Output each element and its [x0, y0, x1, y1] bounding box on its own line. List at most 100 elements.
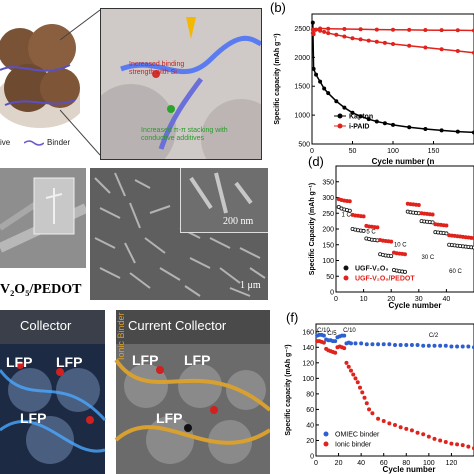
data-point — [364, 342, 369, 347]
data-point — [391, 42, 396, 47]
data-point — [460, 344, 465, 349]
data-point — [449, 441, 454, 446]
data-point — [342, 34, 347, 39]
data-point — [389, 254, 394, 259]
y-tick-label: 40 — [306, 422, 314, 429]
data-point — [342, 346, 347, 351]
data-point — [439, 28, 444, 33]
data-point — [342, 105, 347, 110]
data-point — [443, 440, 448, 445]
lfp-label-4: LFP — [132, 352, 159, 368]
legend-label: OMIEC binder — [335, 432, 380, 439]
data-point — [333, 350, 338, 355]
data-point — [358, 27, 363, 32]
left-collector-title: Collector — [20, 318, 72, 333]
electrode-schematic — [0, 310, 270, 474]
data-point — [404, 426, 409, 431]
x-tick-label: 120 — [446, 460, 458, 467]
data-point — [382, 121, 387, 126]
sem-image: 200 nm 1 μm — [90, 168, 268, 300]
x-tick-label: 10 — [360, 296, 368, 303]
legend-marker — [343, 275, 349, 281]
data-point — [444, 223, 449, 228]
panel-letter-b: (b) — [270, 0, 286, 15]
legend-label: Kapton — [349, 114, 373, 121]
sem-inset-texture — [181, 168, 268, 232]
sem-inset: 200 nm — [180, 168, 268, 233]
data-point — [358, 114, 363, 119]
binder-legend-line — [24, 140, 44, 146]
data-point — [348, 341, 353, 346]
data-point — [375, 225, 380, 230]
polymer-chain-illustration — [101, 9, 261, 159]
y-tick-label: 0 — [310, 454, 314, 461]
data-point — [455, 129, 460, 134]
data-point — [389, 239, 394, 244]
y-tick-label: 120 — [302, 360, 314, 367]
x-tick-label: 0 — [314, 460, 318, 467]
y-tick-label: 160 — [302, 329, 314, 336]
legend-marker — [343, 265, 349, 271]
x-tick-label: 80 — [402, 460, 410, 467]
y-tick-label: 250 — [322, 211, 334, 218]
data-point — [344, 360, 349, 365]
data-point — [364, 401, 369, 406]
x-tick-label: 150 — [428, 148, 440, 155]
binder-zoom-box: Increased binding strength with Si Incre… — [100, 8, 262, 160]
data-point — [321, 340, 326, 345]
data-point — [360, 390, 365, 395]
data-point — [374, 27, 379, 32]
particle-cluster-illustration — [0, 24, 80, 128]
data-point — [311, 32, 316, 37]
data-point — [310, 27, 315, 32]
data-point — [342, 27, 347, 32]
rate-label: 1 C — [342, 212, 352, 218]
y-tick-label: 1000 — [294, 113, 310, 120]
y-tick-label: 0 — [330, 290, 334, 297]
data-point — [409, 342, 414, 347]
legend-label: UGF-V₂O₅ — [355, 266, 389, 273]
data-point — [438, 343, 443, 348]
y-tick-label: 150 — [322, 242, 334, 249]
data-point — [322, 86, 327, 91]
stacking-callout: Increased π-π stacking with conductive a… — [141, 127, 228, 142]
lfp-label-1: LFP — [6, 354, 33, 370]
data-point — [351, 372, 356, 377]
inset-scale-label: 200 nm — [223, 216, 254, 227]
x-tick-label: 60 — [380, 460, 388, 467]
x-axis-label: Cycle number (n — [372, 157, 435, 166]
data-point — [376, 416, 381, 421]
data-point — [326, 91, 331, 96]
data-point — [322, 29, 327, 34]
data-point — [366, 117, 371, 122]
data-point — [358, 37, 363, 42]
y-tick-label: 100 — [302, 376, 314, 383]
y-axis-label: Specific Capacity (mAh g⁻¹) — [309, 183, 316, 275]
data-point — [326, 31, 331, 36]
data-point — [374, 119, 379, 124]
y-axis-label: Specific capacity (mAh g⁻¹) — [274, 33, 281, 124]
legend-label: UGF-V₂O₅/PEDOT — [355, 276, 415, 283]
data-point — [359, 341, 364, 346]
panel-letter-d: (d) — [308, 154, 324, 169]
data-point — [342, 333, 347, 338]
panel-letter-f: (f) — [286, 310, 299, 325]
rate-label: 60 C — [449, 269, 462, 275]
data-point — [449, 344, 454, 349]
x-tick-label: 40 — [357, 460, 365, 467]
data-point — [415, 342, 420, 347]
x-tick-label: 50 — [349, 148, 357, 155]
data-point — [407, 125, 412, 130]
data-point — [455, 442, 460, 447]
y-tick-label: 50 — [326, 274, 334, 281]
data-point — [439, 128, 444, 133]
y-tick-label: 80 — [306, 391, 314, 398]
data-point — [439, 47, 444, 52]
data-point — [382, 40, 387, 45]
data-point — [367, 407, 372, 412]
data-point — [314, 72, 319, 77]
y-tick-label: 1500 — [294, 84, 310, 91]
data-point — [404, 342, 409, 347]
chart-f: 0 20 40 60 80 100 120 0 20 40 60 80 100 120 140 160 Cycl… — [285, 323, 474, 474]
data-point — [407, 27, 412, 32]
